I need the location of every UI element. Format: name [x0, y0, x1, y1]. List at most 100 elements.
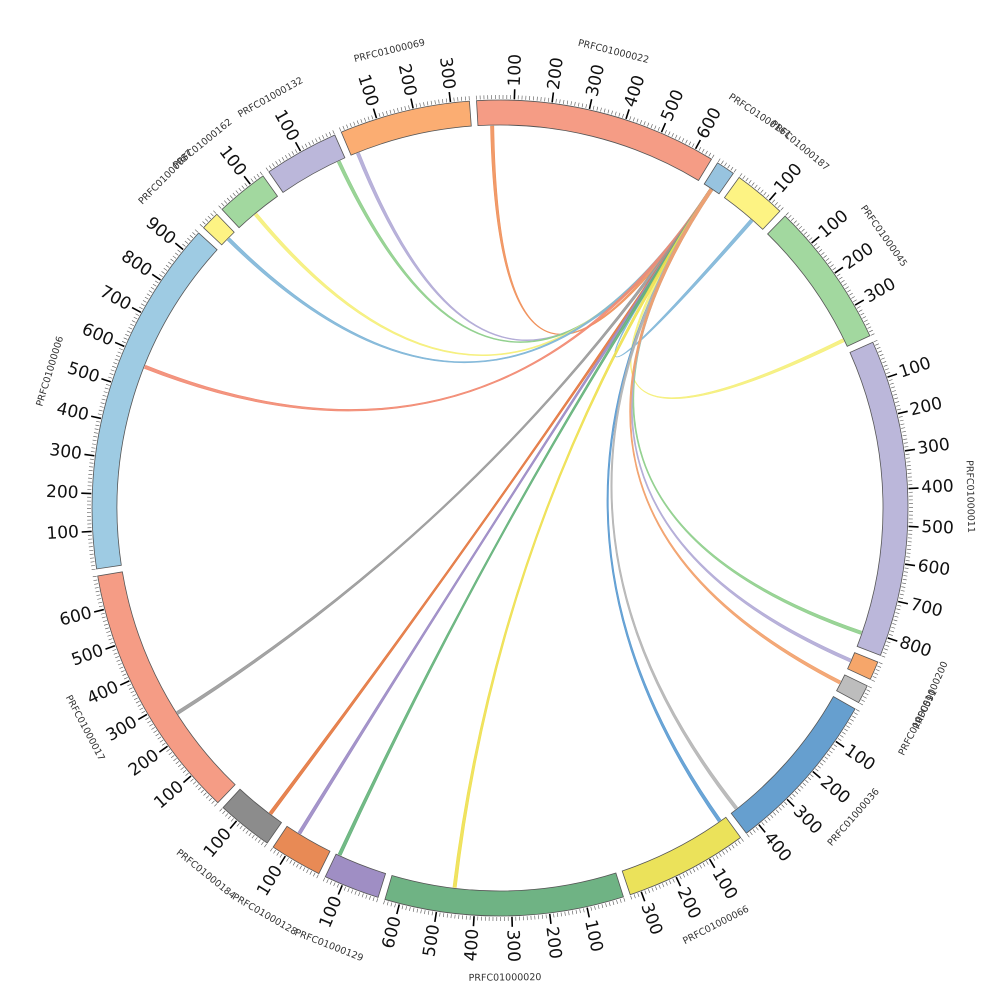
minor-tick — [276, 851, 280, 856]
minor-tick — [850, 718, 854, 722]
minor-tick — [658, 884, 661, 889]
minor-tick — [654, 125, 657, 130]
minor-tick — [734, 842, 738, 847]
tick-label: 200 — [673, 884, 705, 922]
minor-tick — [264, 843, 267, 848]
minor-tick — [346, 124, 349, 129]
minor-tick — [270, 847, 273, 852]
minor-tick — [134, 697, 138, 700]
minor-tick — [692, 868, 696, 873]
minor-tick — [739, 173, 743, 177]
link-ribbon — [452, 188, 713, 888]
minor-tick — [229, 195, 233, 199]
minor-tick — [672, 878, 675, 883]
major-tick — [660, 122, 667, 133]
minor-tick — [824, 756, 829, 760]
minor-tick — [863, 319, 868, 322]
minor-tick — [165, 264, 170, 268]
minor-tick — [150, 287, 155, 290]
minor-tick — [133, 316, 138, 320]
tick-label: 100 — [841, 741, 879, 776]
minor-tick — [207, 215, 211, 220]
minor-tick — [170, 755, 175, 759]
tick-label: 200 — [908, 393, 944, 420]
minor-tick — [808, 237, 813, 241]
tick-label: 600 — [79, 319, 117, 350]
minor-tick — [119, 666, 124, 669]
minor-tick — [112, 649, 117, 652]
segment-PRFC01000022: 100 200 300 400 500 600 PRFC01000022 — [475, 38, 726, 182]
minor-tick — [813, 243, 818, 247]
minor-tick — [286, 857, 289, 862]
minor-tick — [802, 782, 806, 786]
minor-tick — [605, 903, 607, 908]
tick-label: 400 — [620, 73, 649, 110]
minor-tick — [888, 379, 893, 382]
minor-tick — [339, 127, 342, 132]
minor-tick — [128, 687, 133, 690]
major-tick — [897, 410, 908, 415]
major-tick — [472, 916, 475, 927]
minor-tick — [865, 323, 870, 326]
segment-arc — [384, 872, 624, 917]
tick-label: 500 — [921, 517, 954, 538]
minor-tick — [883, 648, 888, 651]
segment-name: PRFC01000591 — [897, 688, 940, 758]
minor-tick — [144, 296, 149, 300]
minor-tick — [798, 225, 803, 230]
minor-tick — [199, 224, 204, 228]
minor-tick — [896, 408, 902, 411]
tick-label: 200 — [541, 925, 565, 960]
minor-tick — [168, 752, 173, 755]
minor-tick — [91, 443, 97, 445]
minor-tick — [797, 788, 801, 792]
minor-tick — [100, 402, 105, 404]
minor-tick — [719, 853, 722, 857]
segment-PRFC01000069: 100 200 300 PRFC01000069 — [339, 37, 472, 156]
minor-tick — [846, 725, 850, 729]
minor-tick — [643, 121, 646, 126]
minor-tick — [792, 793, 796, 797]
minor-tick — [664, 129, 667, 134]
minor-tick — [222, 810, 226, 815]
minor-tick — [708, 152, 712, 157]
tick-label: 100 — [316, 893, 347, 931]
link-ribbon — [356, 152, 713, 341]
major-tick — [812, 770, 821, 779]
minor-tick — [356, 120, 359, 125]
minor-tick — [272, 163, 275, 167]
minor-tick — [279, 853, 283, 858]
minor-tick — [308, 141, 311, 146]
minor-tick — [148, 290, 153, 293]
minor-tick — [655, 886, 658, 891]
minor-tick — [90, 561, 95, 563]
minor-tick — [885, 644, 890, 647]
minor-tick — [827, 261, 832, 265]
major-tick — [768, 192, 777, 201]
minor-tick — [378, 113, 381, 118]
minor-tick — [894, 397, 899, 400]
minor-tick — [821, 252, 825, 256]
minor-tick — [116, 659, 121, 662]
minor-tick — [801, 228, 805, 232]
minor-tick — [113, 652, 118, 655]
minor-tick — [754, 184, 758, 189]
minor-tick — [883, 364, 888, 367]
minor-tick — [103, 391, 108, 394]
minor-tick — [841, 280, 845, 283]
minor-tick — [669, 880, 672, 885]
tick-label: 600 — [378, 914, 405, 950]
minor-tick — [715, 855, 719, 859]
minor-tick — [796, 223, 800, 227]
major-tick — [151, 273, 161, 281]
minor-tick — [95, 424, 100, 427]
major-tick — [84, 453, 95, 457]
segment-PRFC01000011: 100 200 300 400 500 600 700 800 PRFC01000011 — [849, 339, 976, 662]
minor-tick — [281, 157, 285, 161]
major-tick — [229, 820, 238, 830]
minor-tick — [740, 838, 744, 842]
tick-label: 700 — [96, 282, 134, 315]
minor-tick — [679, 875, 682, 880]
minor-tick — [629, 116, 632, 121]
minor-tick — [616, 899, 618, 904]
